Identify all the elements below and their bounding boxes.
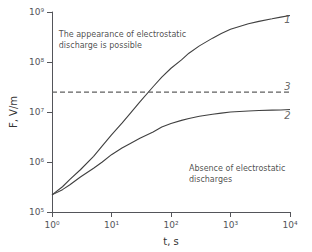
svg-text:discharge is possible: discharge is possible — [59, 41, 142, 50]
svg-text:10⁷: 10⁷ — [29, 107, 44, 117]
svg-text:The appearance of electrostati: The appearance of electrostatic — [58, 30, 186, 39]
svg-text:10³: 10³ — [223, 220, 238, 230]
svg-text:F, V/m: F, V/m — [8, 96, 19, 128]
svg-text:3: 3 — [284, 81, 290, 92]
svg-text:1: 1 — [284, 13, 291, 25]
svg-text:10⁰: 10⁰ — [44, 220, 59, 230]
svg-text:10⁴: 10⁴ — [282, 220, 297, 230]
svg-text:2: 2 — [284, 110, 290, 121]
svg-text:10⁵: 10⁵ — [29, 207, 44, 217]
svg-text:10⁸: 10⁸ — [29, 57, 44, 67]
svg-text:10⁹: 10⁹ — [29, 7, 44, 17]
svg-text:discharges: discharges — [189, 175, 232, 184]
svg-text:10⁶: 10⁶ — [29, 157, 44, 167]
svg-text:Absence of electrostatic: Absence of electrostatic — [189, 164, 285, 173]
svg-text:10¹: 10¹ — [104, 220, 119, 230]
svg-text:t, s: t, s — [163, 236, 179, 247]
svg-text:10²: 10² — [163, 220, 178, 230]
